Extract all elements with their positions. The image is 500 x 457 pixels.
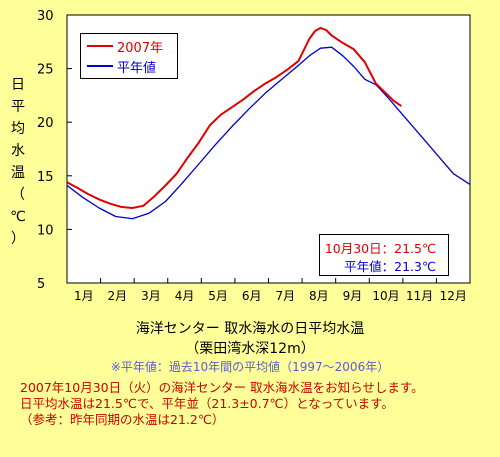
y-axis-label-char: ℃ bbox=[10, 209, 26, 225]
x-tick-label: 10月 bbox=[372, 289, 399, 303]
y-axis-label-char: 日 bbox=[11, 77, 25, 93]
y-axis-label-char: ） bbox=[11, 231, 25, 247]
y-tick-label: 30 bbox=[37, 9, 54, 24]
y-axis-label-char: 均 bbox=[11, 121, 25, 137]
y-axis-label: 日 平 均 水 温 （ ℃ ） bbox=[8, 74, 28, 250]
y-axis-ticks: 5 10 15 20 25 30 bbox=[37, 9, 72, 292]
info-today: 10月30日：21.5℃ bbox=[324, 241, 436, 256]
x-tick-label: 1月 bbox=[74, 289, 94, 303]
message-line-3: （参考：昨年同期の水温は21.2℃） bbox=[20, 412, 225, 427]
message-line-1: 2007年10月30日（火）の海洋センター 取水海水温をお知らせします。 bbox=[20, 380, 424, 395]
x-tick-label: 4月 bbox=[175, 289, 195, 303]
x-tick-label: 9月 bbox=[343, 289, 363, 303]
y-axis-label-char: 水 bbox=[11, 143, 25, 159]
message-line-2: 日平均水温は21.5℃で、平年並（21.3±0.7℃）となっています。 bbox=[20, 396, 394, 411]
x-axis-ticks: 1月 2月 3月 4月 5月 6月 7月 8月 9月 10月 11月 12月 bbox=[74, 278, 467, 303]
x-tick-label: 11月 bbox=[406, 289, 433, 303]
y-axis-label-char: 平 bbox=[11, 99, 25, 115]
legend-label-normal: 平年値 bbox=[117, 61, 157, 76]
y-tick-label: 5 bbox=[37, 277, 45, 292]
info-box: 10月30日：21.5℃ 平年値：21.3℃ bbox=[319, 234, 449, 276]
x-tick-label: 3月 bbox=[141, 289, 161, 303]
x-tick-label: 6月 bbox=[242, 289, 262, 303]
chart-subtitle: （栗田湾水深12m） bbox=[185, 341, 315, 357]
legend-item-normal: 平年値 bbox=[87, 56, 177, 76]
x-tick-label: 8月 bbox=[309, 289, 329, 303]
legend: 2007年 平年値 bbox=[80, 33, 178, 79]
legend-item-2007: 2007年 bbox=[87, 36, 177, 56]
x-tick-label: 2月 bbox=[108, 289, 128, 303]
chart-title: 海洋センター 取水海水の日平均水温 bbox=[135, 321, 365, 337]
legend-swatch-red bbox=[87, 45, 113, 47]
y-axis-label-char: 温 bbox=[11, 165, 25, 181]
y-tick-label: 20 bbox=[37, 116, 54, 131]
series-line-normal bbox=[66, 46, 471, 220]
legend-swatch-blue bbox=[87, 65, 113, 67]
x-tick-label: 7月 bbox=[275, 289, 295, 303]
info-normal: 平年値：21.3℃ bbox=[344, 259, 436, 274]
legend-label-2007: 2007年 bbox=[117, 41, 164, 56]
y-axis-label-char: （ bbox=[11, 187, 25, 203]
series-lines bbox=[66, 26, 471, 220]
y-tick-label: 15 bbox=[37, 170, 54, 185]
x-tick-label: 12月 bbox=[440, 289, 467, 303]
y-tick-label: 25 bbox=[37, 63, 54, 78]
x-tick-label: 5月 bbox=[208, 289, 228, 303]
series-line-2007 bbox=[66, 26, 402, 209]
chart-note: ※平年値：過去10年間の平均値（1997～2006年） bbox=[110, 360, 390, 374]
y-tick-label: 10 bbox=[37, 223, 54, 238]
